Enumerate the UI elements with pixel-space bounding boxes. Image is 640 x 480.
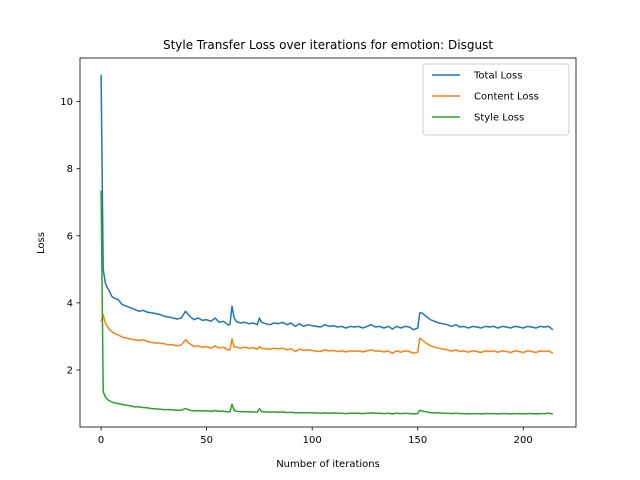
x-tick-label: 0 (98, 435, 104, 446)
x-axis-label: Number of iterations (276, 459, 380, 470)
y-tick-label: 10 (60, 97, 73, 108)
series-line-total-loss (100, 74, 554, 331)
y-tick-label: 4 (67, 298, 73, 309)
series-layer (100, 74, 554, 415)
series-line-content-loss (100, 313, 554, 354)
x-tick-label: 150 (408, 435, 427, 446)
y-axis-ticks: 2 4 6 8 10 (60, 97, 80, 376)
chart-title: Style Transfer Loss over iterations for … (163, 38, 493, 52)
y-tick-label: 6 (67, 231, 73, 242)
plot-area-frame (79, 57, 577, 428)
x-tick-label: 100 (303, 435, 322, 446)
y-tick-label: 2 (67, 365, 73, 376)
legend: Total Loss Content Loss Style Loss (422, 63, 570, 136)
x-tick-label: 200 (514, 435, 533, 446)
x-tick-label: 50 (200, 435, 213, 446)
legend-label: Content Loss (474, 92, 539, 103)
y-axis-label: Loss (36, 232, 47, 254)
y-tick-label: 8 (67, 164, 73, 175)
legend-label: Style Loss (474, 113, 524, 124)
series-line-style-loss (100, 190, 553, 415)
legend-label: Total Loss (473, 71, 522, 82)
x-axis-ticks: 0 50 100 150 200 (98, 427, 533, 446)
